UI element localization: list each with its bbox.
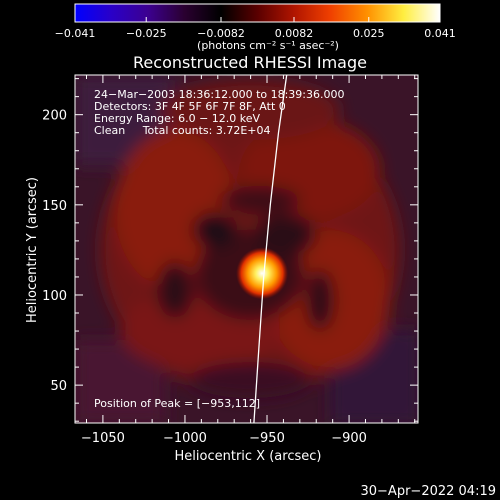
y-tick-label: 50 [50, 379, 67, 394]
y-axis-ticks [75, 78, 418, 422]
colorbar-gradient [74, 3, 441, 23]
plot-timestamp: 30−Apr−2022 04:19 [361, 484, 497, 499]
colorbar-tick-label: 0.025 [353, 27, 385, 40]
colorbar-ticks [74, 17, 441, 22]
x-axis-ticks [85, 75, 416, 423]
info-line-energy: Energy Range: 6.0 − 12.0 keV [94, 112, 261, 125]
info-line-clean: Clean Total counts: 3.72E+04 [94, 124, 271, 137]
x-tick-label: −1050 [81, 431, 125, 446]
colorbar-tick-label: −0.041 [55, 27, 96, 40]
y-tick-label: 150 [42, 199, 67, 214]
x-axis-tick-labels: −1050 −1000 −950 −900 [81, 431, 367, 446]
y-axis-tick-labels: 50 100 150 200 [42, 109, 67, 394]
colorbar-tick-labels: −0.041 −0.025 −0.0082 0.0082 0.025 0.041 [55, 27, 456, 40]
solar-limb-curve [253, 75, 288, 423]
plot-area [75, 75, 418, 423]
colorbar-tick-label: −0.025 [126, 27, 167, 40]
x-tick-label: −950 [249, 431, 285, 446]
colorbar-tick-label: 0.041 [424, 27, 456, 40]
x-tick-label: −1000 [163, 431, 207, 446]
peak-position-label: Position of Peak = [−953,112] [94, 397, 260, 410]
colorbar: −0.041 −0.025 −0.0082 0.0082 0.025 0.041 (pho… [55, 3, 456, 52]
info-line-time: 24−Mar−2003 18:36:12.000 to 18:39:36.000 [94, 88, 345, 101]
info-line-detectors: Detectors: 3F 4F 5F 6F 7F 8F, Att 0 [94, 100, 286, 113]
y-axis-label: Heliocentric Y (arcsec) [25, 177, 40, 323]
plot-frame [74, 74, 419, 424]
chart-title: Reconstructed RHESSI Image [133, 53, 367, 72]
y-tick-label: 100 [42, 289, 67, 304]
x-axis-label: Heliocentric X (arcsec) [175, 449, 322, 464]
peak-source [236, 247, 289, 300]
colorbar-unit-label: (photons cm⁻² s⁻¹ asec⁻²) [197, 39, 339, 52]
x-tick-label: −900 [331, 431, 367, 446]
colorbar-tick-label: 0.0082 [275, 27, 314, 40]
y-tick-label: 200 [42, 109, 67, 124]
observation-info: 24−Mar−2003 18:36:12.000 to 18:39:36.000… [94, 88, 345, 137]
colorbar-tick-label: −0.0082 [197, 27, 245, 40]
